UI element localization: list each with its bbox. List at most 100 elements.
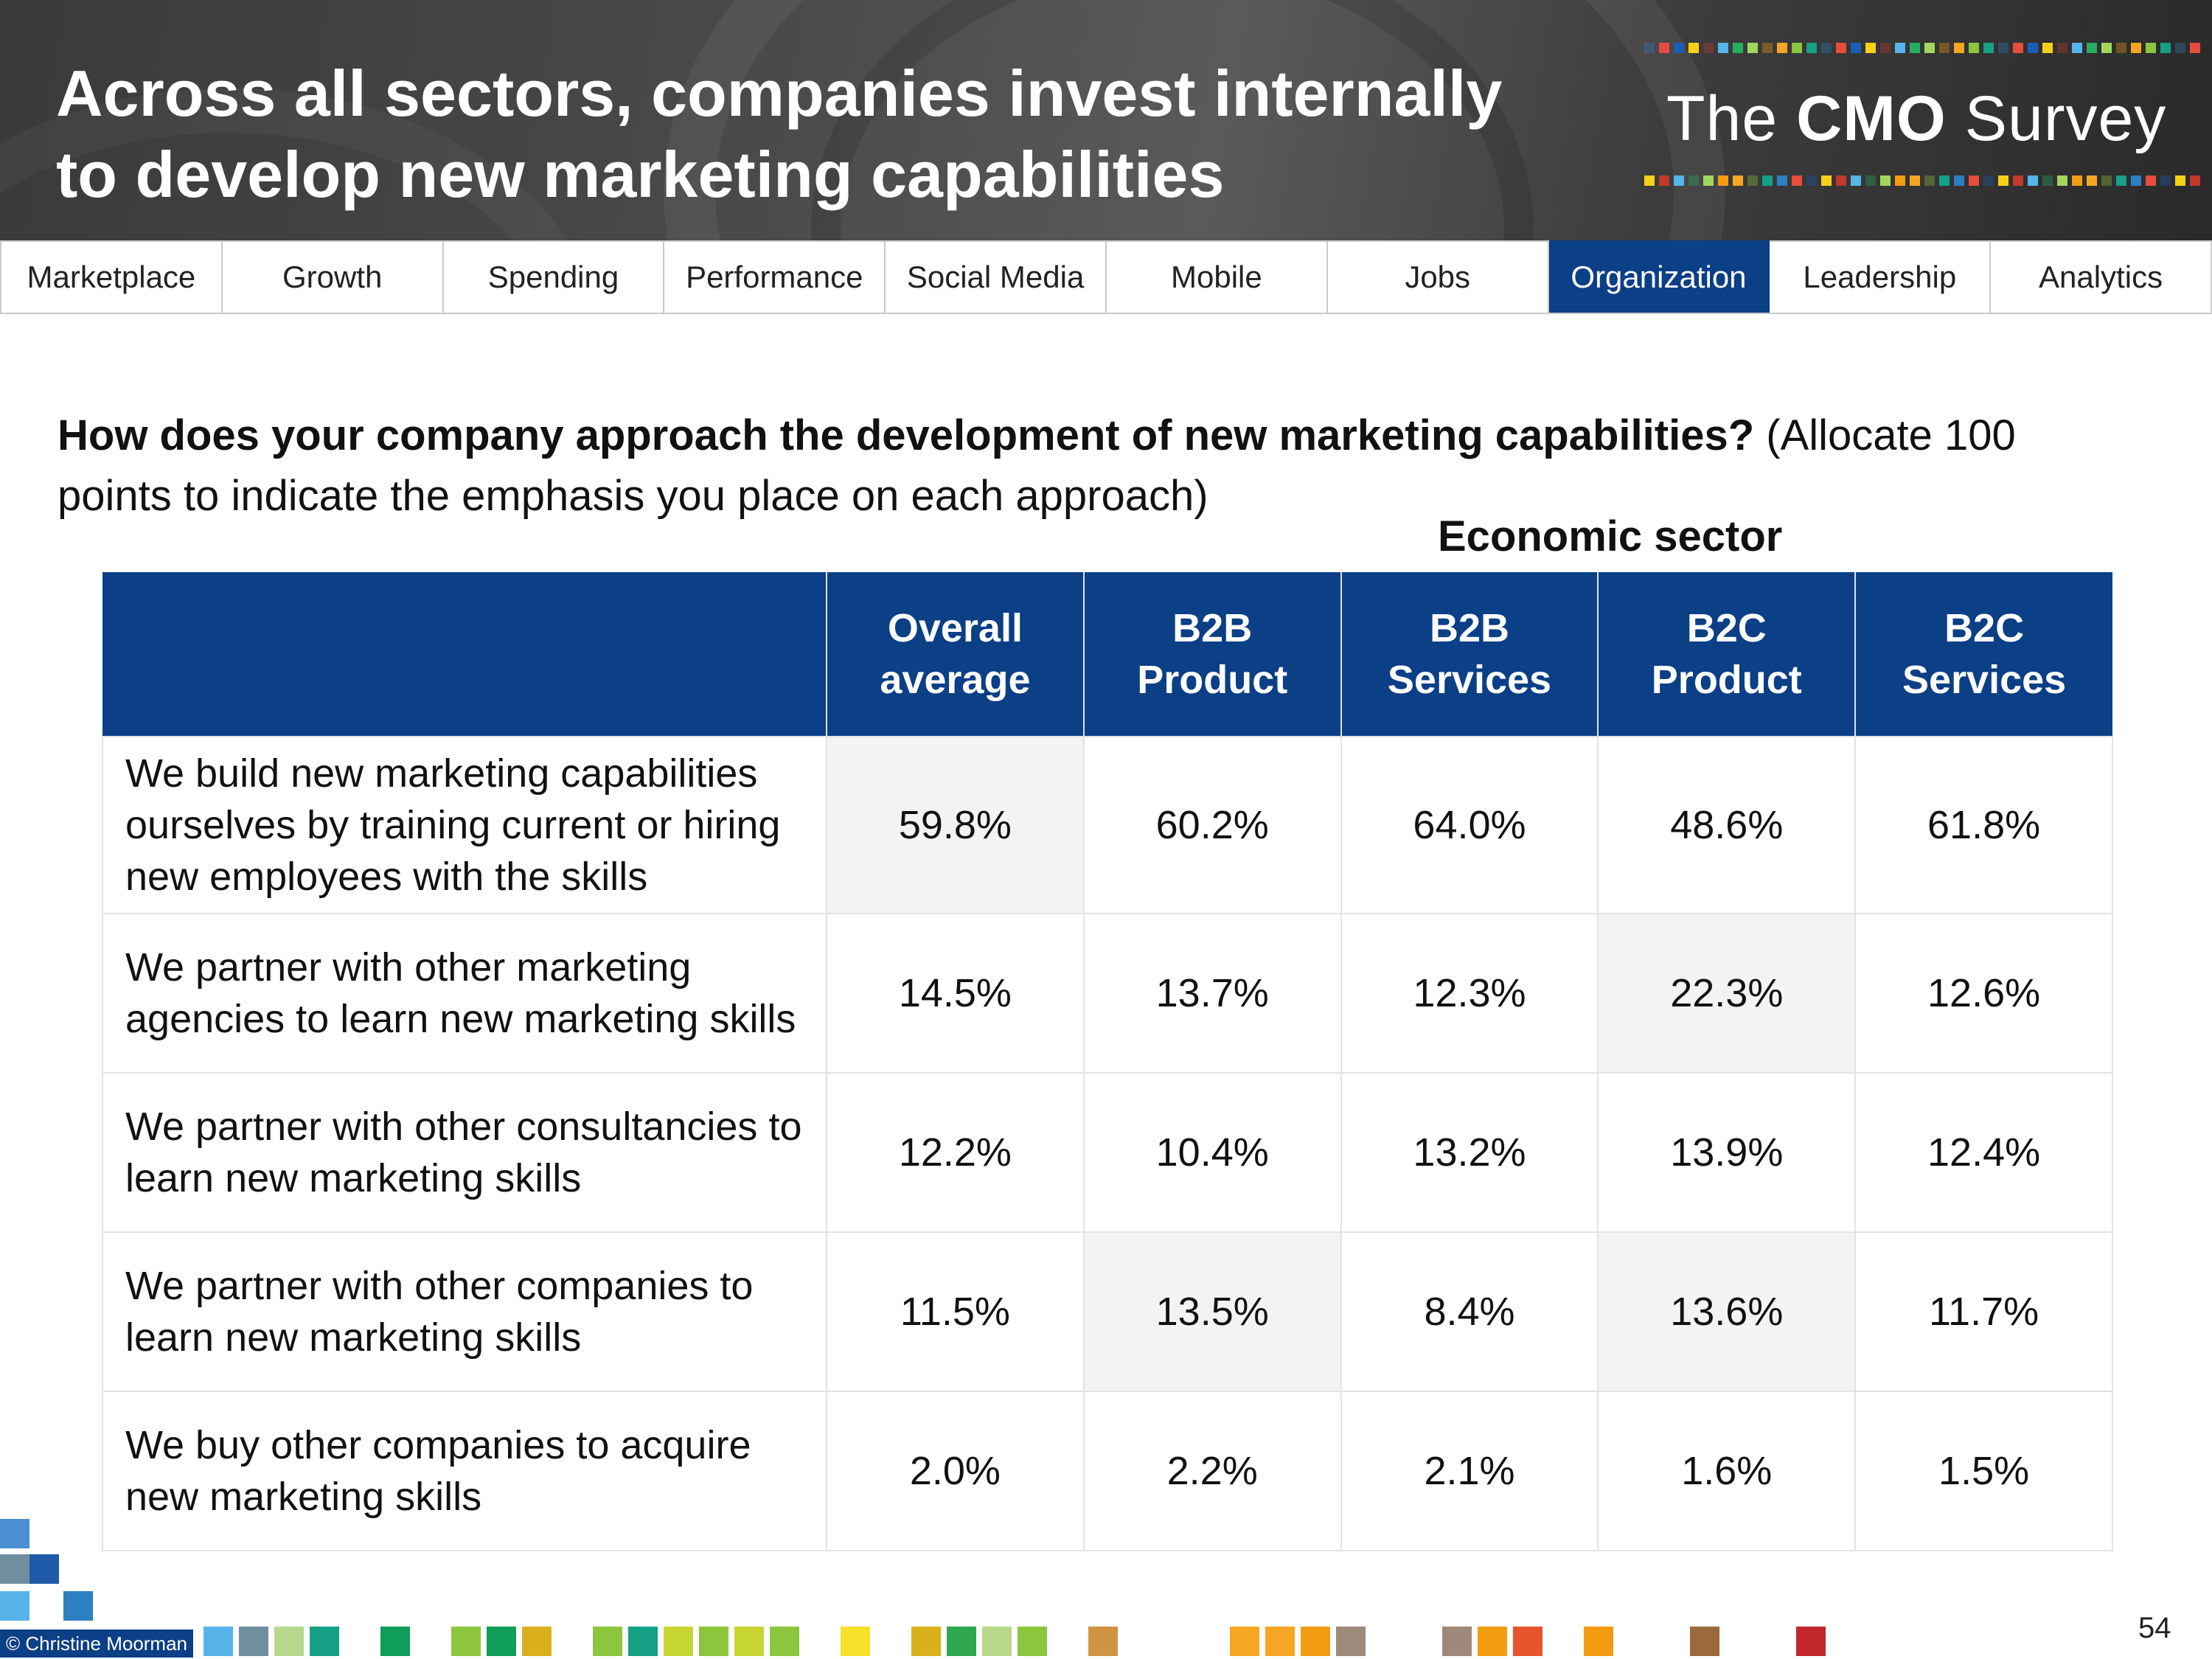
brand-pixel xyxy=(1969,43,1979,53)
brand-pixel xyxy=(1777,175,1787,186)
brand-pixel xyxy=(2116,43,2126,53)
brand-pixel xyxy=(2146,175,2156,186)
brand-bold: CMO xyxy=(1796,83,1947,154)
tab-social-media[interactable]: Social Media xyxy=(886,240,1107,313)
tab-spending[interactable]: Spending xyxy=(443,240,665,313)
header-banner: Across all sectors, companies invest int… xyxy=(0,0,2212,240)
tab-leadership[interactable]: Leadership xyxy=(1770,240,1992,313)
tab-analytics[interactable]: Analytics xyxy=(1991,240,2212,313)
brand-pixel xyxy=(1644,43,1655,53)
decorative-square xyxy=(451,1627,481,1656)
decorative-square xyxy=(239,1627,268,1656)
column-header: B2C Product xyxy=(1598,572,1857,737)
column-header: B2C Services xyxy=(1855,572,2112,737)
decorative-square xyxy=(0,1591,29,1621)
value-cell: 60.2% xyxy=(1082,736,1342,914)
table-header-row: Overall average B2B Product B2B Services B2C Pr… xyxy=(102,572,2112,737)
brand-pixel xyxy=(2146,43,2156,53)
decorative-square xyxy=(1796,1627,1826,1656)
row-label: We build new marketing capabilities ours… xyxy=(102,736,827,914)
brand-pixel xyxy=(2087,175,2097,186)
decorative-square xyxy=(0,1519,29,1548)
table-row: We partner with other marketing agencies… xyxy=(102,913,2113,1074)
decorative-square xyxy=(628,1627,658,1656)
value-cell: 2.1% xyxy=(1340,1391,1599,1551)
column-header-line2: Services xyxy=(1387,658,1552,702)
decorative-square xyxy=(310,1627,339,1656)
brand-pixel xyxy=(1703,175,1714,186)
brand-pixel xyxy=(1998,43,2008,53)
table-row: We buy other companies to acquire new ma… xyxy=(102,1391,2113,1551)
tab-growth[interactable]: Growth xyxy=(222,240,444,313)
brand-pixel xyxy=(1895,43,1905,53)
decorative-square xyxy=(380,1627,410,1656)
brand-pixel xyxy=(1910,43,1920,53)
column-header: Overall average xyxy=(827,572,1085,737)
brand-pixel xyxy=(1954,175,1964,186)
tab-performance[interactable]: Performance xyxy=(664,240,886,313)
brand-pixel xyxy=(1851,43,1861,53)
value-cell: 8.4% xyxy=(1340,1231,1599,1392)
decorative-square xyxy=(1336,1627,1366,1656)
brand-pixel xyxy=(1733,43,1743,53)
brand-pixel xyxy=(2013,175,2023,186)
economic-sector-label: Economic sector xyxy=(1438,512,1783,560)
column-header-line2: Services xyxy=(1902,658,2067,702)
brand-pixel xyxy=(1792,43,1802,53)
brand-pixel xyxy=(1939,175,1950,186)
decorative-square xyxy=(1584,1627,1613,1656)
slide-title: Across all sectors, companies invest int… xyxy=(56,53,1604,215)
value-cell: 13.2% xyxy=(1340,1072,1599,1233)
brand-logo: The CMO Survey xyxy=(1666,83,2166,156)
decorative-square xyxy=(204,1627,233,1656)
brand-pixel xyxy=(1688,43,1699,53)
decorative-square xyxy=(841,1627,870,1656)
brand-pixel xyxy=(1836,43,1846,53)
brand-prefix: The xyxy=(1666,83,1797,154)
brand-pixel xyxy=(2057,175,2067,186)
decorative-square xyxy=(274,1627,304,1656)
brand-pixel xyxy=(2042,175,2053,186)
brand-pixel xyxy=(1806,43,1817,53)
value-cell: 11.5% xyxy=(826,1231,1085,1392)
column-header-line1: Overall xyxy=(887,606,1023,650)
brand-pixel xyxy=(1983,175,1994,186)
decorative-square xyxy=(770,1627,799,1656)
value-cell: 13.7% xyxy=(1082,913,1342,1074)
decorative-square xyxy=(734,1627,764,1656)
tab-jobs[interactable]: Jobs xyxy=(1327,240,1549,313)
brand-pixel xyxy=(2057,43,2067,53)
brand-pixel xyxy=(1777,43,1787,53)
value-cell: 2.0% xyxy=(826,1391,1085,1551)
decorative-square xyxy=(487,1627,516,1656)
value-cell: 1.6% xyxy=(1597,1391,1857,1551)
brand-pixel xyxy=(1762,175,1773,186)
row-label: We buy other companies to acquire new ma… xyxy=(102,1391,827,1551)
brand-pixel xyxy=(2160,175,2171,186)
value-cell: 12.2% xyxy=(826,1072,1085,1233)
decorative-square xyxy=(593,1627,622,1656)
brand-pixel xyxy=(2013,43,2023,53)
row-label: We partner with other companies to learn… xyxy=(102,1231,827,1392)
brand-pixel xyxy=(1703,43,1714,53)
brand-pixel xyxy=(2175,175,2185,186)
brand-pixel xyxy=(1880,43,1891,53)
tab-marketplace[interactable]: Marketplace xyxy=(0,240,223,313)
brand-pixel xyxy=(1998,175,2008,186)
tab-mobile[interactable]: Mobile xyxy=(1106,240,1328,313)
brand-pixel xyxy=(1733,175,1743,186)
decorative-square xyxy=(1442,1627,1472,1656)
brand-pixel xyxy=(2160,43,2171,53)
tab-organization[interactable]: Organization xyxy=(1548,240,1770,313)
decorative-square xyxy=(1513,1627,1543,1656)
table-header-blank xyxy=(102,572,827,737)
brand-pixel xyxy=(1644,175,1655,186)
brand-pixel xyxy=(1806,175,1817,186)
decorative-square xyxy=(699,1627,728,1656)
table-row: We partner with other consultancies to l… xyxy=(102,1072,2113,1233)
brand-pixel xyxy=(1924,43,1935,53)
brand-pixel xyxy=(1718,43,1728,53)
column-header: B2B Services xyxy=(1340,572,1599,737)
brand-pixel xyxy=(2087,43,2097,53)
brand-pixel xyxy=(1659,175,1669,186)
